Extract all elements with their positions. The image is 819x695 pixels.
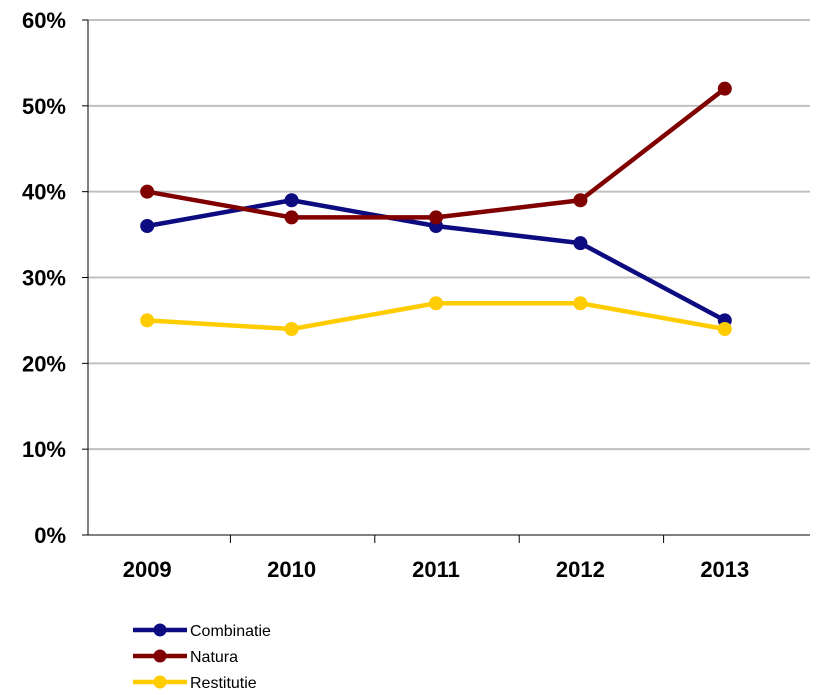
x-tick-label: 2011	[412, 557, 460, 582]
legend-label: Restitutie	[190, 675, 257, 692]
legend-swatch-marker	[153, 675, 167, 689]
data-point	[429, 210, 443, 225]
series-restitutie	[140, 296, 732, 336]
data-point	[140, 219, 155, 233]
data-point	[573, 193, 588, 208]
y-tick-label: 0%	[34, 523, 66, 548]
data-point	[573, 236, 588, 251]
legend-item-restitutie: Restitutie	[133, 675, 257, 692]
legend-item-natura: Natura	[133, 649, 238, 666]
data-point	[284, 322, 299, 336]
data-point	[140, 184, 155, 199]
axes: 0% 10% 20% 30% 40% 50% 60% 2009 2010 2011 2012 2013	[22, 8, 810, 582]
series-lines	[140, 81, 732, 336]
x-tick-label: 2010	[267, 557, 316, 582]
data-point	[573, 296, 588, 311]
data-point	[429, 296, 443, 311]
legend-label: Natura	[190, 649, 238, 666]
data-point	[717, 81, 732, 96]
data-point	[140, 313, 155, 328]
x-tick-label: 2013	[700, 557, 749, 582]
y-tick-label: 20%	[22, 351, 66, 376]
series-line	[146, 86, 727, 220]
data-point	[717, 322, 732, 336]
y-tick-label: 40%	[22, 180, 66, 205]
data-point	[284, 193, 299, 208]
gridlines	[88, 19, 810, 451]
y-tick-label: 30%	[22, 266, 66, 291]
legend-swatch-marker	[153, 623, 167, 637]
x-tick-label: 2012	[556, 557, 605, 582]
x-tick-label: 2009	[123, 557, 172, 582]
y-tick-label: 50%	[22, 94, 66, 119]
series-natura	[140, 81, 732, 225]
legend-item-combinatie: Combinatie	[133, 623, 271, 640]
y-tick-label: 10%	[22, 437, 66, 462]
y-tick-label: 60%	[22, 8, 66, 33]
legend: Combinatie Natura Restitutie	[133, 623, 271, 692]
legend-label: Combinatie	[190, 623, 271, 640]
legend-swatch-marker	[153, 649, 167, 663]
data-point	[284, 210, 299, 225]
